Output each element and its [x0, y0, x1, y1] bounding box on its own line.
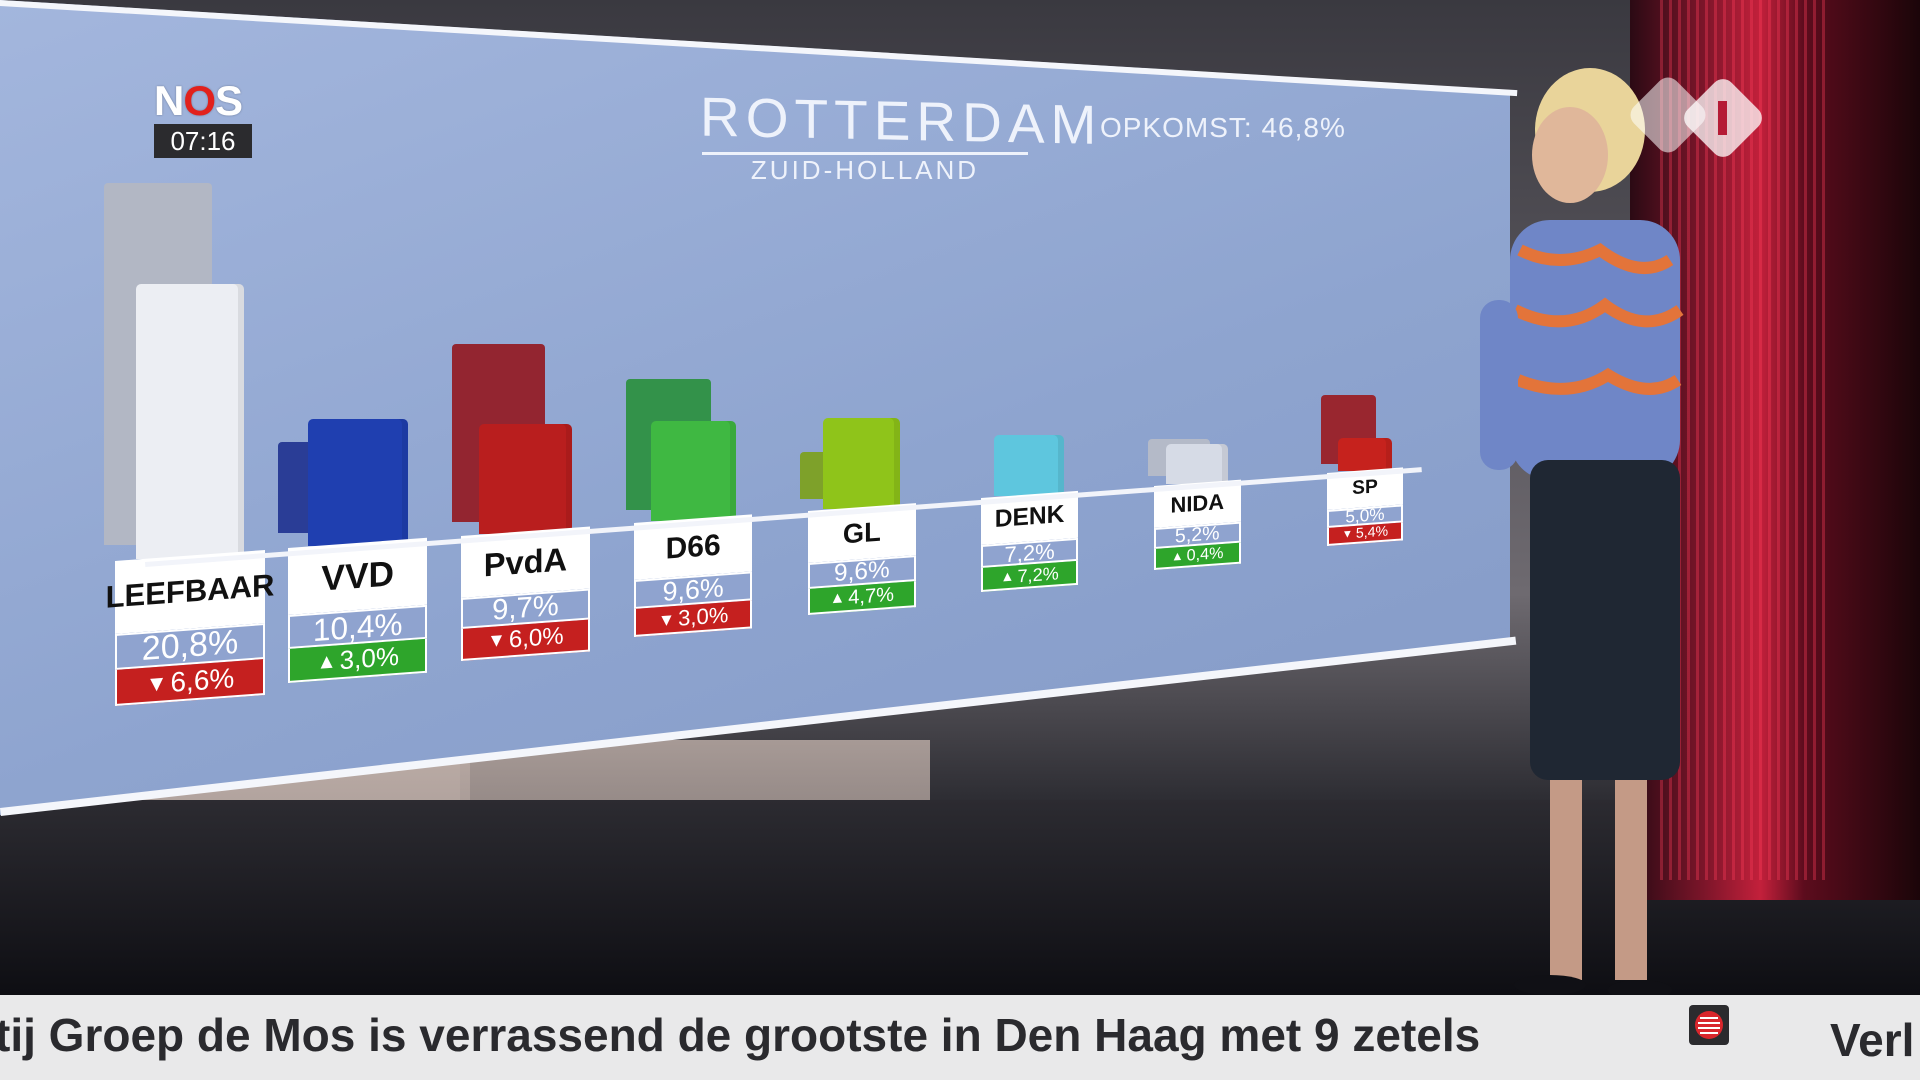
triangle-up-icon: ▲	[1000, 568, 1015, 587]
bar-current-leefbaar	[136, 284, 244, 559]
change-label-down: ▼ 5,4%	[1327, 522, 1403, 547]
change-value: 6,0%	[509, 622, 564, 654]
chart-title: ROTTERDAM	[700, 85, 1103, 156]
nos-wordmark: NOS	[154, 77, 243, 124]
title-rule	[702, 152, 1028, 155]
npo-1-icon	[1630, 77, 1762, 157]
chart-subtitle: ZUID-HOLLAND	[750, 155, 980, 185]
triangle-down-icon: ▼	[145, 669, 168, 697]
triangle-up-icon: ▲	[1170, 548, 1184, 564]
triangle-down-icon: ▼	[487, 629, 507, 652]
change-value: 7,2%	[1017, 563, 1059, 587]
studio-floor	[0, 800, 1920, 1000]
change-value: 5,4%	[1355, 524, 1389, 543]
news-ticker: tij Groep de Mos is verrassend de groots…	[0, 995, 1920, 1080]
bar-current-sp	[1337, 437, 1393, 472]
triangle-up-icon: ▲	[829, 589, 845, 608]
studio-red-lights	[1660, 0, 1830, 880]
party-card-pvda: PvdA 9,7% ▼ 6,0%	[461, 526, 591, 661]
bar-current-pvda	[479, 423, 573, 534]
presenter-figure	[1480, 68, 1684, 1000]
bar-current-nida	[1165, 444, 1229, 484]
triangle-down-icon: ▼	[658, 608, 676, 630]
triangle-down-icon: ▼	[1341, 528, 1353, 542]
change-value: 6,6%	[170, 661, 235, 698]
triangle-up-icon: ▲	[316, 649, 337, 674]
change-value: 4,7%	[847, 583, 894, 609]
bar-current-denk	[994, 434, 1065, 497]
party-card-leefbaar: LEEFBAAR 20,8% ▼ 6,6%	[106, 549, 274, 706]
nos-ticker-icon	[1689, 1005, 1729, 1045]
change-value: 0,4%	[1186, 543, 1224, 565]
party-card-vvd: VVD 10,4% ▲ 3,0%	[288, 537, 428, 683]
party-card-d66: D66 9,6% ▼ 3,0%	[634, 514, 753, 638]
broadcast-clock: 07:16	[154, 124, 252, 158]
party-card-nida: NIDA 5,2% ▲ 0,4%	[1153, 479, 1241, 570]
ticker-headline: tij Groep de Mos is verrassend de groots…	[0, 1009, 1481, 1061]
change-value: 3,0%	[339, 641, 400, 676]
party-card-gl: GL 9,6% ▲ 4,7%	[807, 502, 916, 615]
turnout-label: OPKOMST: 46,8%	[1100, 112, 1346, 143]
nos-logo: NOS 07:16	[154, 80, 256, 158]
change-value: 3,0%	[678, 602, 729, 632]
party-card-denk: DENK 7,2% ▲ 7,2%	[980, 491, 1078, 593]
bar-current-gl	[822, 417, 901, 509]
ticker-next-headline: Verl	[1830, 1014, 1915, 1066]
party-card-sp: SP 5,0% ▼ 5,4%	[1327, 467, 1403, 547]
bar-current-vvd	[307, 418, 409, 547]
bar-current-d66	[650, 421, 737, 522]
